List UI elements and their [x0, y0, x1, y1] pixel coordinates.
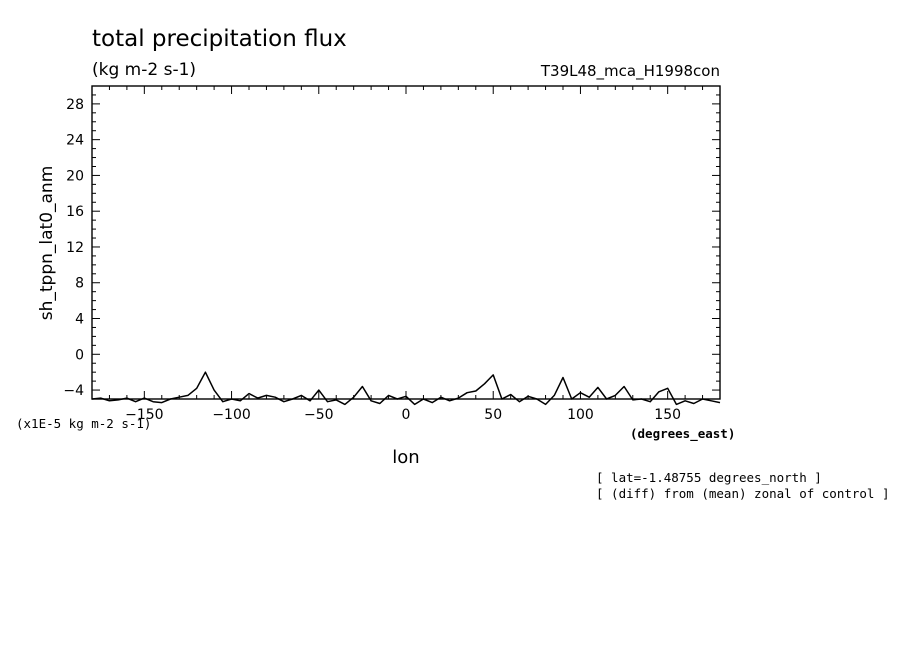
x-tick-label: −150	[125, 407, 163, 423]
y-tick-label: 16	[66, 204, 84, 220]
x-tick-label: −50	[304, 407, 334, 423]
y-tick-label: 12	[66, 240, 84, 256]
y-tick-label: 4	[75, 312, 84, 328]
scale-note: (x1E-5 kg m-2 s-1)	[16, 416, 151, 431]
y-tick-label: 20	[66, 168, 84, 184]
y-tick-label: 28	[66, 97, 84, 113]
y-tick-label: −4	[63, 383, 84, 399]
difference-note: [ (diff) from (mean) zonal of control ]	[596, 486, 890, 501]
chart-title: total precipitation flux	[92, 26, 347, 52]
y-tick-label: 24	[66, 133, 84, 149]
x-tick-label: 0	[402, 407, 411, 423]
x-axis: −150 −100 −50 0 50 100 150	[108, 86, 704, 423]
x-tick-label: 150	[654, 407, 681, 423]
x-units-label: (degrees_east)	[630, 426, 735, 442]
x-tick-label: −100	[212, 407, 250, 423]
y-tick-label: 8	[75, 276, 84, 292]
series-line	[91, 371, 721, 406]
plot-frame	[91, 85, 721, 400]
x-tick-label: 50	[484, 407, 502, 423]
y-tick-label: 0	[75, 347, 84, 363]
x-tick-label: 100	[567, 407, 594, 423]
chart-units: (kg m-2 s-1)	[92, 60, 196, 80]
y-axis-label: sh_tppn_lat0_anm	[37, 166, 57, 321]
y-axis: −4 0 4 8 12 16 20 24 28	[63, 85, 720, 399]
run-name: T39L48_mca_H1998con	[540, 62, 720, 81]
x-axis-label: lon	[392, 447, 419, 468]
latitude-note: [ lat=-1.48755 degrees_north ]	[596, 470, 822, 485]
